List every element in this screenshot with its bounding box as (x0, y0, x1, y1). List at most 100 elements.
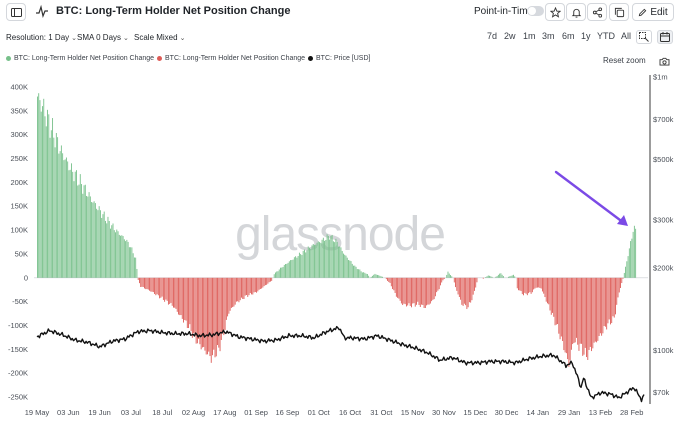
legend-positive[interactable]: BTC: Long-Term Holder Net Position Chang… (6, 55, 154, 62)
copy-button[interactable] (609, 3, 629, 21)
bar-negative (204, 277, 206, 351)
bar-negative (208, 277, 210, 352)
bar-positive (487, 275, 489, 278)
bar-negative (156, 277, 158, 295)
bar-negative (238, 277, 240, 303)
bar-positive (301, 255, 303, 278)
bar-negative (589, 277, 591, 347)
bar-positive (489, 275, 490, 278)
bar-negative (269, 277, 271, 282)
bar-negative (545, 277, 547, 302)
bar-negative (385, 277, 387, 280)
bar-positive (89, 196, 91, 278)
edit-label: Edit (650, 6, 668, 18)
bar-negative (252, 277, 254, 295)
bar-negative (536, 277, 538, 288)
bar-positive (126, 239, 128, 278)
range-6m[interactable]: 6m (562, 31, 575, 41)
range-1y[interactable]: 1y (581, 31, 591, 41)
bar-negative (538, 277, 540, 288)
bar-negative (200, 277, 202, 350)
bar-negative (395, 277, 397, 297)
bar-negative (604, 277, 606, 327)
bar-negative (390, 277, 392, 287)
bar-negative (411, 277, 412, 308)
chart-toolbar: Resolution: 1 Day ⌄ SMA 0 Days ⌄ Scale Mix… (0, 30, 680, 46)
bar-negative (389, 277, 391, 284)
bar-negative (558, 277, 560, 334)
legend-negative[interactable]: BTC: Long-Term Holder Net Position Chang… (157, 55, 305, 62)
bar-negative (419, 277, 421, 307)
bar-negative (220, 277, 222, 340)
reset-zoom-button[interactable]: Reset zoom (603, 56, 646, 65)
zoom-select-button[interactable] (636, 30, 652, 44)
bar-negative (205, 277, 207, 355)
bar-positive (54, 147, 56, 278)
bar-negative (399, 277, 401, 301)
range-all[interactable]: All (621, 31, 632, 41)
bar-negative (166, 277, 168, 301)
bar-positive (135, 257, 137, 278)
copy-icon (614, 7, 624, 17)
calendar-button[interactable] (657, 30, 673, 44)
chart-area: glassnode 400K350K300K250K200K150K100K50… (8, 73, 674, 418)
sidebar-toggle-button[interactable] (6, 3, 26, 21)
bar-negative (594, 277, 596, 342)
bar-negative (159, 277, 161, 299)
bar-positive (510, 275, 512, 278)
resolution-dropdown[interactable]: Resolution: 1 Day ⌄ (6, 33, 77, 42)
point-in-time-toggle[interactable] (527, 6, 544, 16)
bar-positive (111, 225, 113, 278)
bar-negative (458, 277, 460, 298)
bar-negative (149, 277, 150, 291)
range-7d[interactable]: 7d (487, 31, 498, 41)
bar-negative (618, 277, 620, 293)
bar-negative (453, 277, 455, 283)
bar-positive (116, 229, 118, 278)
bar-negative (195, 277, 197, 344)
sma-dropdown[interactable]: SMA 0 Days ⌄ (77, 33, 129, 42)
bar-positive (486, 276, 488, 278)
bar-negative (173, 277, 174, 308)
bar-positive (50, 130, 52, 278)
bar-negative (160, 277, 162, 298)
bar-negative (598, 277, 600, 337)
edit-button[interactable]: Edit (632, 3, 674, 21)
legend-price[interactable]: BTC: Price [USD] (308, 55, 370, 62)
bar-positive (288, 261, 290, 278)
range-3m[interactable]: 3m (542, 31, 555, 41)
bar-negative (470, 277, 472, 303)
screenshot-button[interactable] (656, 54, 672, 68)
star-icon (549, 6, 561, 18)
bar-positive (118, 234, 120, 278)
range-ytd[interactable]: YTD (597, 31, 615, 41)
range-1m[interactable]: 1m (523, 31, 536, 41)
bar-negative (603, 277, 605, 326)
bar-negative (541, 277, 543, 292)
bar-positive (63, 160, 65, 278)
bar-positive (283, 264, 285, 278)
bar-negative (441, 277, 443, 283)
bar-positive (310, 248, 312, 278)
bar-negative (466, 277, 468, 310)
bar-positive (273, 274, 275, 278)
y-tick-label: -100K (8, 321, 28, 330)
alert-button[interactable] (566, 3, 586, 21)
bar-positive (374, 273, 376, 278)
x-tick-label: 15 Dec (463, 408, 487, 417)
bar-positive (502, 276, 504, 278)
favorite-button[interactable] (545, 3, 565, 21)
bar-positive (130, 247, 132, 278)
bar-negative (228, 277, 230, 314)
bar-negative (462, 277, 464, 306)
bar-negative (242, 277, 244, 299)
share-button[interactable] (587, 3, 607, 21)
bar-negative (612, 277, 614, 317)
scale-dropdown[interactable]: Scale Mixed ⌄ (134, 33, 185, 42)
bar-negative (183, 277, 184, 323)
bar-positive (277, 271, 279, 278)
bar-negative (146, 277, 148, 290)
bar-positive (379, 275, 381, 278)
range-2w[interactable]: 2w (504, 31, 516, 41)
chevron-down-icon: ⌄ (179, 35, 186, 42)
